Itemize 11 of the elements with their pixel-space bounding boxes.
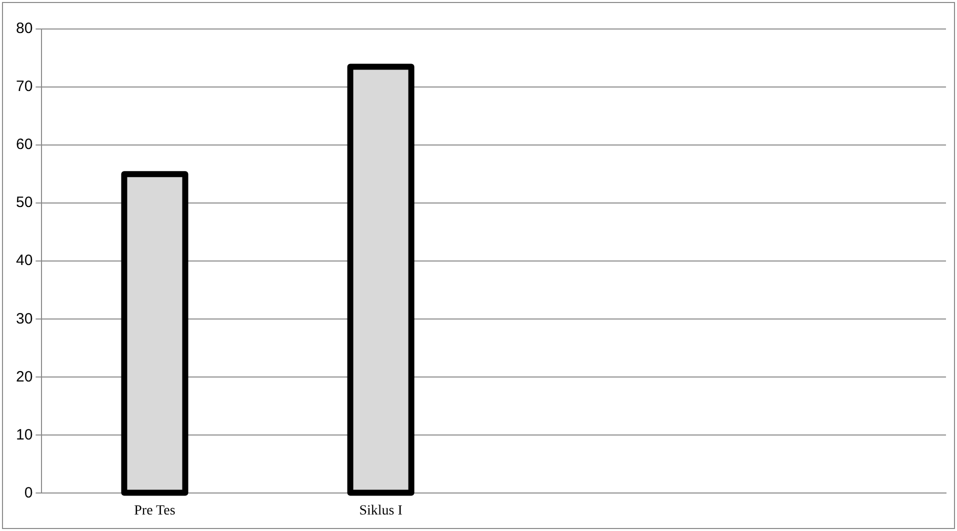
y-tick-label: 20 — [16, 368, 33, 386]
y-tick-label: 60 — [16, 136, 33, 154]
y-tick-label: 0 — [24, 484, 33, 502]
y-tick-label: 10 — [16, 426, 33, 444]
y-tick-label: 30 — [16, 310, 33, 328]
x-tick-label: Siklus I — [359, 503, 403, 518]
x-tick-label: Pre Tes — [134, 503, 176, 518]
y-tick-label: 80 — [16, 20, 33, 38]
y-tick-label: 40 — [16, 252, 33, 270]
y-tick-label: 50 — [16, 194, 33, 212]
y-tick-label: 70 — [16, 78, 33, 96]
